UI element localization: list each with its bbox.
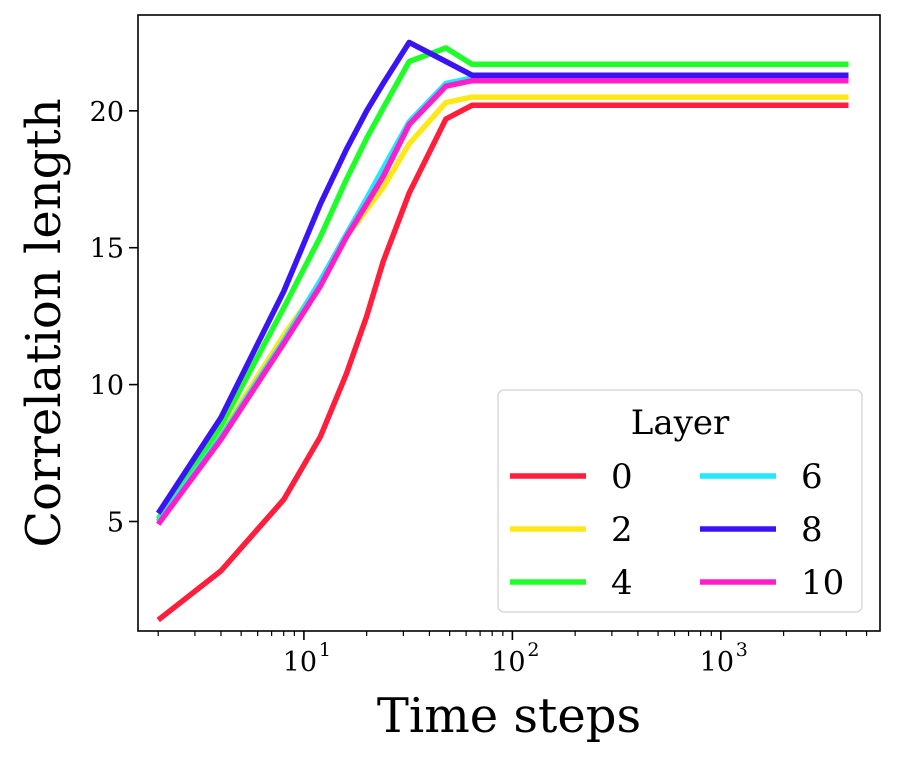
y-tick-label: 20 [90,97,124,128]
legend-label-layer-8: 8 [801,510,823,550]
legend-label-layer-0: 0 [611,457,633,497]
legend-box [497,389,863,613]
plot-lines [155,39,849,623]
legend-label-layer-6: 6 [801,457,823,497]
plot-frame [137,14,881,632]
x-tick-label-exponent: 2 [527,639,539,661]
y-tick-label: 10 [90,371,124,402]
y-tick-label: 5 [107,507,124,538]
legend-label-layer-2: 2 [611,510,633,550]
x-tick-label-exponent: 3 [736,639,748,661]
legend-items: 0 2 4 6 8 10 [510,457,844,603]
x-axis-title: Time steps [377,688,641,744]
x-tick-label: 10 [491,647,525,678]
series-line-layer-0 [156,102,849,623]
y-tick-label: 15 [90,234,124,265]
legend: Layer 0 2 4 6 8 10 [497,389,863,613]
y-axis-ticks: 5 10 15 20 [90,97,138,538]
x-tick-label-exponent: 1 [319,639,331,661]
legend-title: Layer [631,403,730,443]
x-tick-label: 10 [283,647,317,678]
series-line-layer-10 [155,77,849,526]
legend-label-layer-10: 10 [801,563,844,603]
x-axis-ticks: 10 1 10 2 10 3 [157,631,868,678]
legend-label-layer-4: 4 [611,563,633,603]
x-tick-label: 10 [700,647,734,678]
y-axis-title: Correlation length [16,98,72,547]
series-line-layer-8 [155,39,849,515]
